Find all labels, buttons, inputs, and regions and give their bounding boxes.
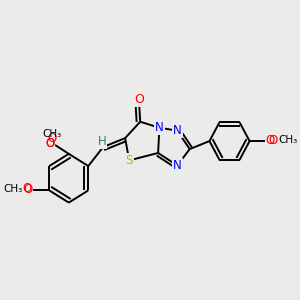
Text: O: O xyxy=(45,137,55,151)
Text: H: H xyxy=(98,135,106,148)
Text: N: N xyxy=(173,159,182,172)
Text: O: O xyxy=(47,132,56,146)
Text: N: N xyxy=(155,121,164,134)
Text: O: O xyxy=(23,183,33,196)
Text: O: O xyxy=(22,182,32,195)
Text: S: S xyxy=(125,154,133,167)
Text: O: O xyxy=(268,134,278,147)
Text: CH₃: CH₃ xyxy=(3,184,22,194)
Text: O: O xyxy=(134,93,144,106)
Text: N: N xyxy=(173,124,182,137)
Text: CH₃: CH₃ xyxy=(42,129,61,139)
Text: O: O xyxy=(45,137,55,151)
Text: O: O xyxy=(265,134,274,147)
Text: CH₃: CH₃ xyxy=(278,136,298,146)
